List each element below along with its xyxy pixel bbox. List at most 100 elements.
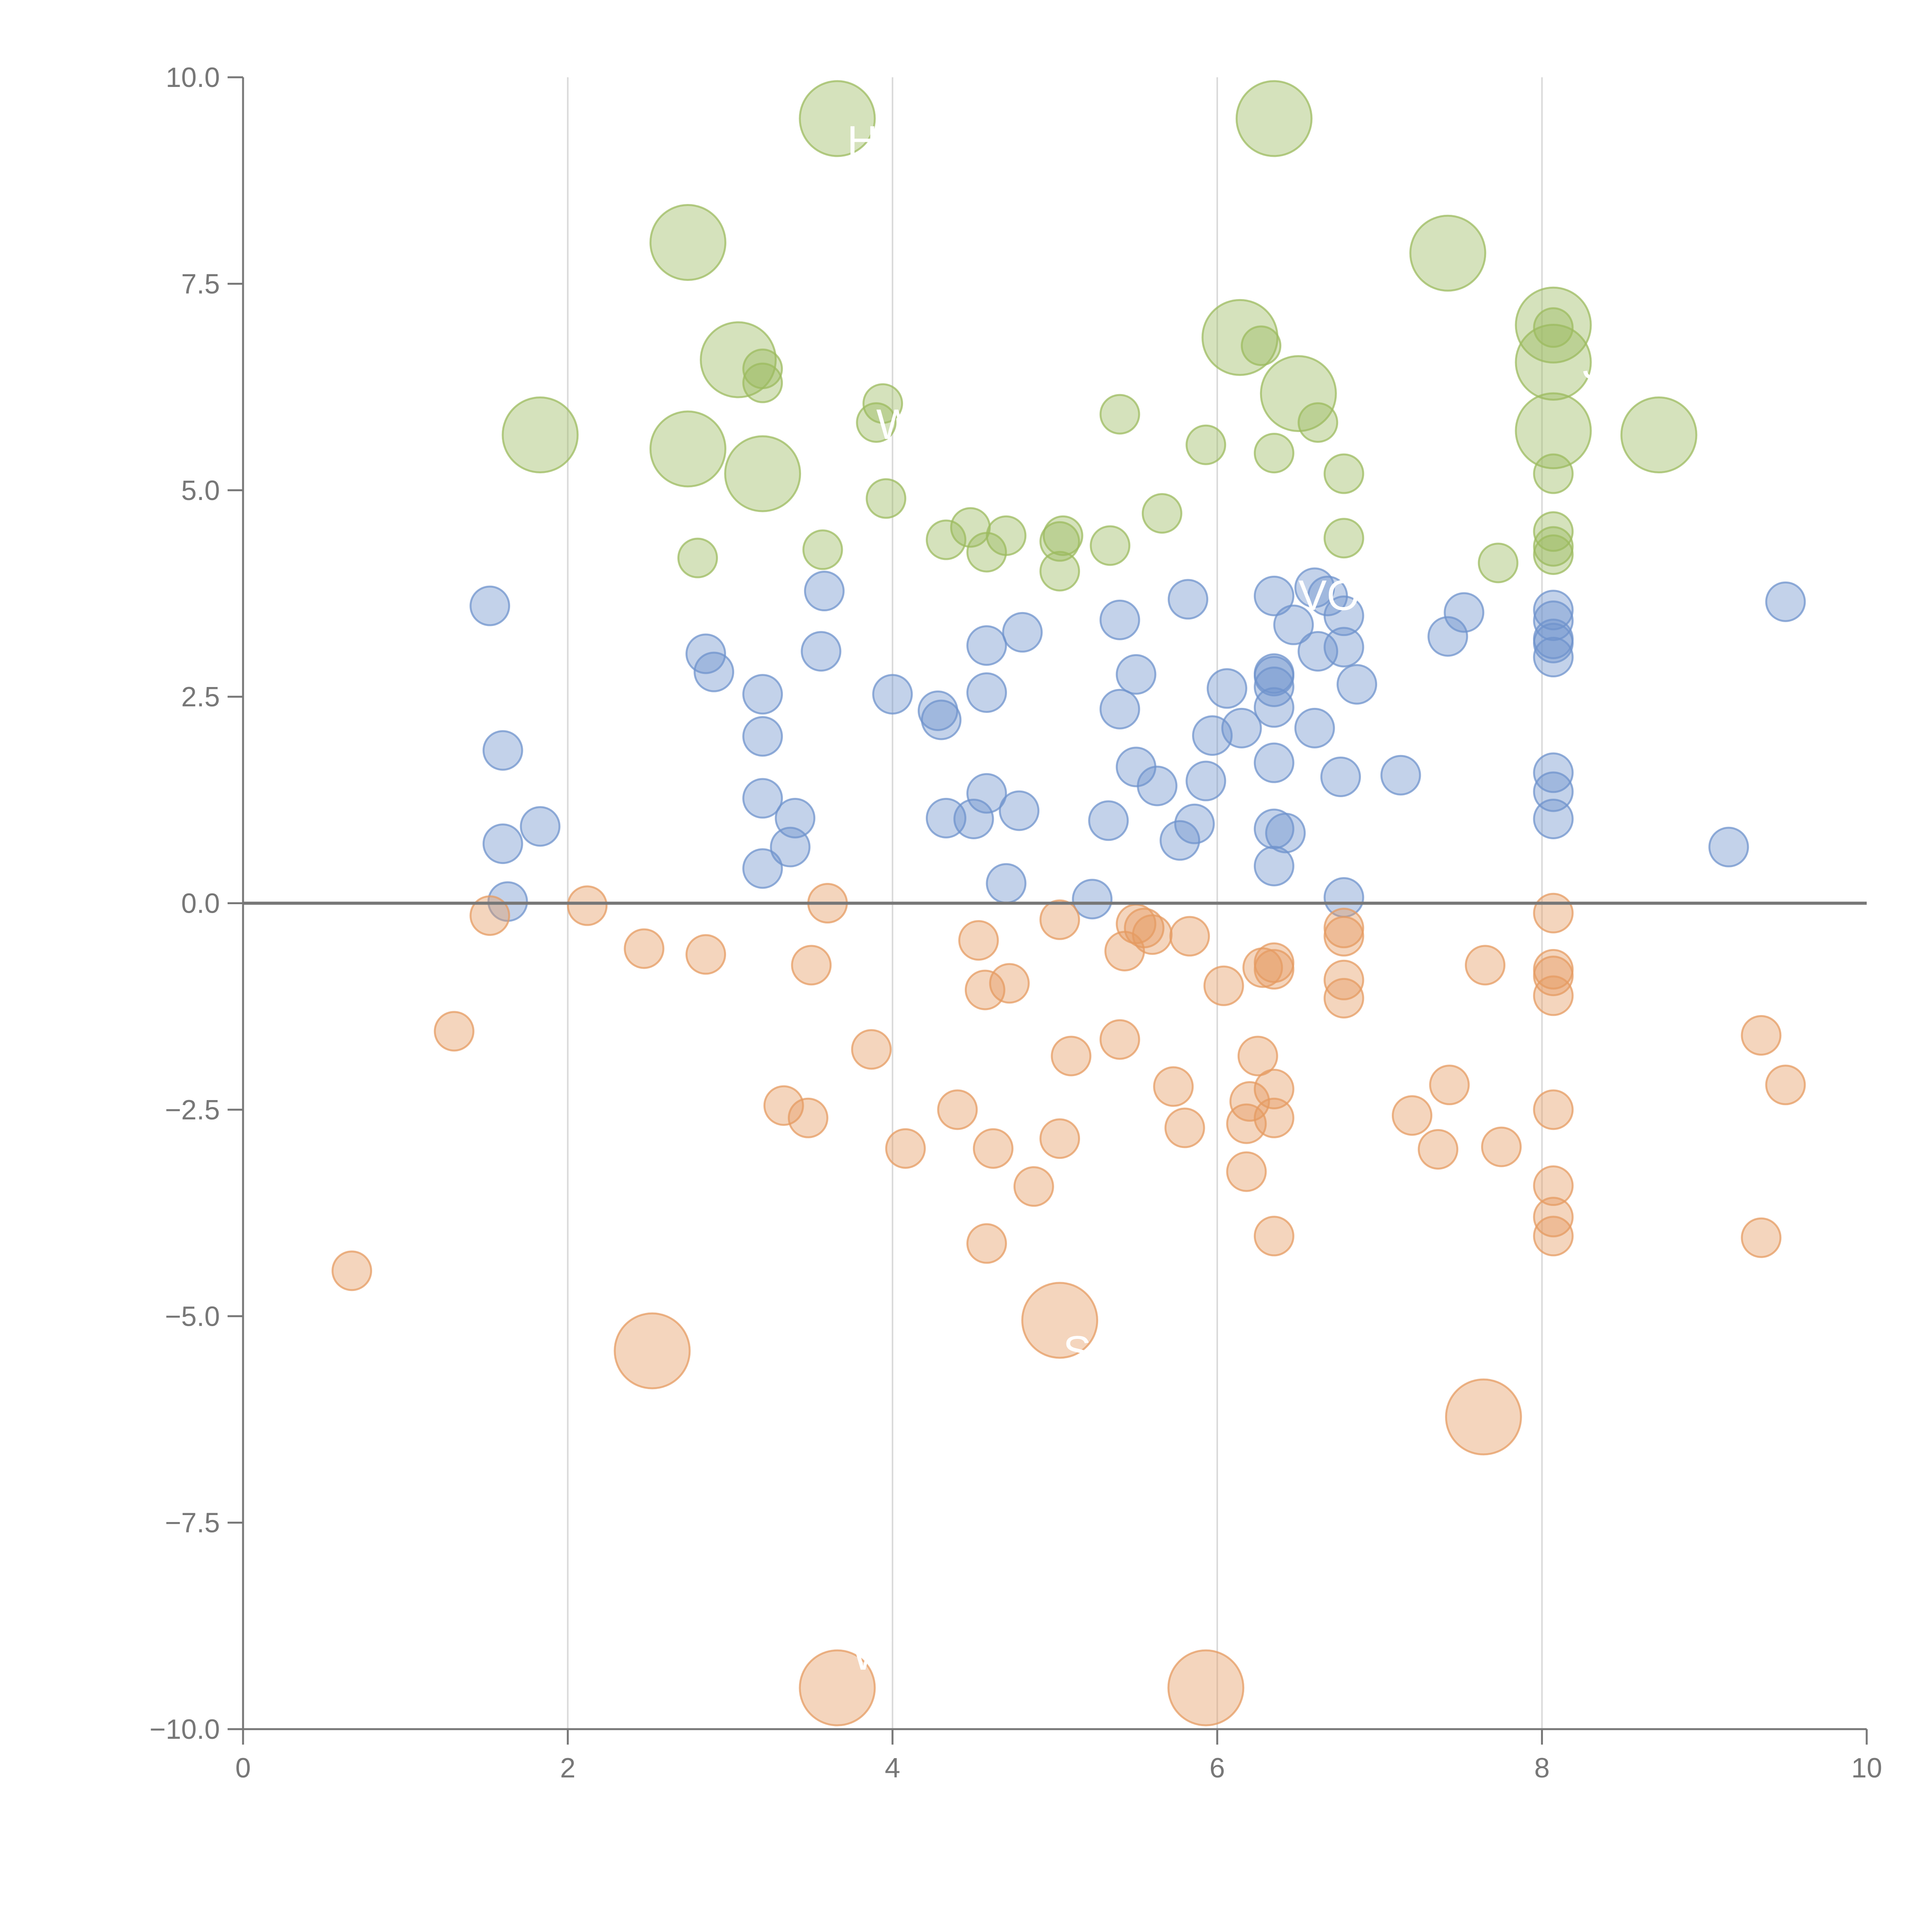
- data-point: [1445, 1378, 1522, 1456]
- y-tick-label: 7.5: [181, 269, 220, 299]
- data-point: [1323, 595, 1364, 636]
- data-point: [1116, 654, 1156, 695]
- data-point: [1481, 1126, 1522, 1167]
- y-tick-label: 10.0: [166, 62, 220, 93]
- point-label: J: [1583, 340, 1604, 388]
- data-point: [801, 631, 842, 672]
- data-point: [1741, 1217, 1782, 1258]
- data-point: [434, 1011, 474, 1052]
- data-point: [1253, 666, 1294, 707]
- data-point: [649, 204, 726, 281]
- data-point: [1533, 511, 1574, 552]
- data-point: [1253, 656, 1294, 697]
- data-point: [1099, 394, 1140, 435]
- data-point: [966, 672, 1007, 713]
- data-point: [1253, 687, 1294, 728]
- data-point: [1320, 756, 1361, 797]
- data-point: [950, 507, 991, 548]
- data-point: [1620, 396, 1697, 474]
- data-point: [1323, 627, 1364, 668]
- data-point: [973, 1128, 1014, 1169]
- data-point: [1206, 668, 1247, 709]
- data-point: [685, 934, 726, 975]
- x-tick-label: 0: [235, 1753, 251, 1784]
- x-tick-label: 2: [560, 1753, 575, 1784]
- data-point: [482, 823, 523, 864]
- data-point: [1153, 1066, 1194, 1107]
- y-tick-label: 2.5: [181, 682, 220, 713]
- data-point: [1265, 813, 1306, 854]
- data-point: [1515, 323, 1592, 401]
- data-point: [742, 349, 783, 389]
- data-point: [1298, 631, 1338, 672]
- data-point: [1242, 947, 1283, 988]
- data-point: [799, 80, 876, 157]
- data-point: [1253, 742, 1294, 783]
- data-point: [770, 827, 811, 867]
- data-point: [1323, 916, 1364, 957]
- data-point: [925, 519, 966, 560]
- data-point: [964, 969, 1005, 1010]
- data-point: [1465, 945, 1506, 986]
- data-point: [1533, 307, 1574, 348]
- data-point: [1039, 899, 1080, 940]
- data-point: [1039, 551, 1080, 592]
- point-labels: H W VOB J S W: [847, 117, 1604, 1679]
- data-point: [1253, 845, 1294, 886]
- y-tick-label: 5.0: [181, 475, 220, 506]
- data-point: [742, 362, 783, 403]
- data-point: [1185, 760, 1226, 801]
- data-point: [1168, 579, 1209, 620]
- data-point: [1533, 798, 1574, 839]
- x-tick-label: 4: [885, 1753, 900, 1784]
- data-point: [1323, 453, 1364, 494]
- data-point: [469, 895, 510, 936]
- data-point: [1253, 1097, 1294, 1138]
- data-point: [1226, 1103, 1267, 1144]
- data-point: [1253, 949, 1294, 990]
- data-point: [624, 928, 665, 969]
- x-tick-label: 6: [1209, 1753, 1225, 1784]
- data-point: [1427, 616, 1468, 657]
- data-point: [742, 674, 783, 715]
- data-point: [851, 1029, 892, 1070]
- data-point: [1235, 80, 1313, 157]
- data-point: [958, 920, 999, 961]
- data-point: [866, 478, 906, 519]
- data-point: [1099, 689, 1140, 730]
- data-point: [1380, 755, 1421, 796]
- data-point: [1273, 604, 1314, 645]
- data-point: [1533, 590, 1574, 631]
- data-point: [1323, 959, 1364, 1000]
- data-point: [1141, 493, 1182, 534]
- y-tick-label: 0.0: [181, 888, 220, 919]
- data-point: [1533, 975, 1574, 1016]
- data-point: [799, 1649, 876, 1726]
- data-point: [1164, 1107, 1205, 1148]
- data-point: [1088, 800, 1129, 841]
- data-point: [1002, 612, 1043, 653]
- data-point: [1185, 424, 1226, 465]
- data-point: [1253, 1068, 1294, 1109]
- data-point: [694, 651, 735, 692]
- data-point: [1021, 1282, 1099, 1359]
- data-point: [804, 571, 845, 612]
- data-point: [1533, 453, 1574, 494]
- data-point: [1099, 599, 1140, 640]
- data-point: [966, 532, 1007, 573]
- data-point: [1391, 1095, 1432, 1136]
- data-point: [742, 848, 783, 889]
- data-point: [1072, 879, 1113, 920]
- data-point: [1418, 1129, 1459, 1170]
- data-point: [1533, 1165, 1574, 1206]
- data-point: [966, 773, 1007, 814]
- axis-ticks: 0 2 4 6 8 10 10.0 7.5 5.0 2.5 0.0 −2.5 −5.0 −7.5 −10.0: [150, 62, 1882, 1784]
- data-point: [1409, 214, 1486, 292]
- x-tick-label: 10: [1851, 1753, 1882, 1784]
- data-point: [1298, 402, 1338, 443]
- data-point: [1229, 1081, 1270, 1122]
- data-point: [787, 1097, 828, 1138]
- data-point: [1533, 622, 1574, 663]
- data-point: [937, 1089, 978, 1130]
- data-point: [1533, 534, 1574, 575]
